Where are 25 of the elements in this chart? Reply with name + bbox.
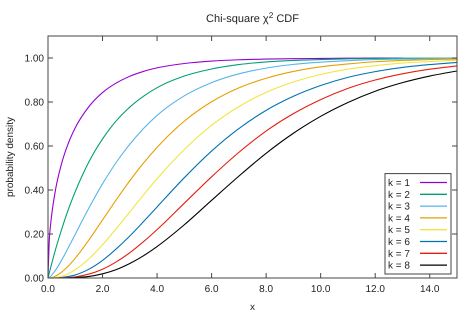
- y-tick-label: 0.20: [24, 230, 44, 240]
- y-tick-label: 0.00: [24, 274, 44, 284]
- y-axis-title: probability density: [5, 116, 16, 198]
- y-tick-label: 0.60: [24, 142, 44, 152]
- legend-label: k = 2: [388, 190, 410, 201]
- x-tick-label: 10.0: [310, 284, 331, 295]
- legend-label: k = 6: [388, 237, 410, 248]
- legend-label: k = 5: [388, 225, 410, 236]
- x-tick-label: 4.0: [150, 284, 164, 295]
- x-tick-label: 6.0: [204, 284, 219, 295]
- y-tick-label: 0.80: [24, 98, 44, 108]
- y-tick-label: 1.00: [24, 54, 44, 64]
- legend-label: k = 3: [388, 202, 410, 213]
- legend-label: k = 4: [388, 213, 410, 224]
- legend-label: k = 7: [388, 248, 410, 260]
- x-axis-title: x: [250, 302, 255, 313]
- legend-label: k = 1: [388, 178, 410, 189]
- x-tick-label: 0.0: [41, 284, 56, 295]
- x-tick-label: 14.0: [420, 284, 440, 295]
- x-tick-label: 8.0: [259, 284, 274, 295]
- legend-label: k = 8: [388, 260, 410, 272]
- y-tick-label: 0.40: [24, 186, 44, 196]
- x-tick-label: 12.0: [365, 284, 386, 295]
- x-tick-label: 2.0: [96, 284, 110, 295]
- chart-title: Chi-square χ$^{2}$ CDF: [206, 10, 300, 25]
